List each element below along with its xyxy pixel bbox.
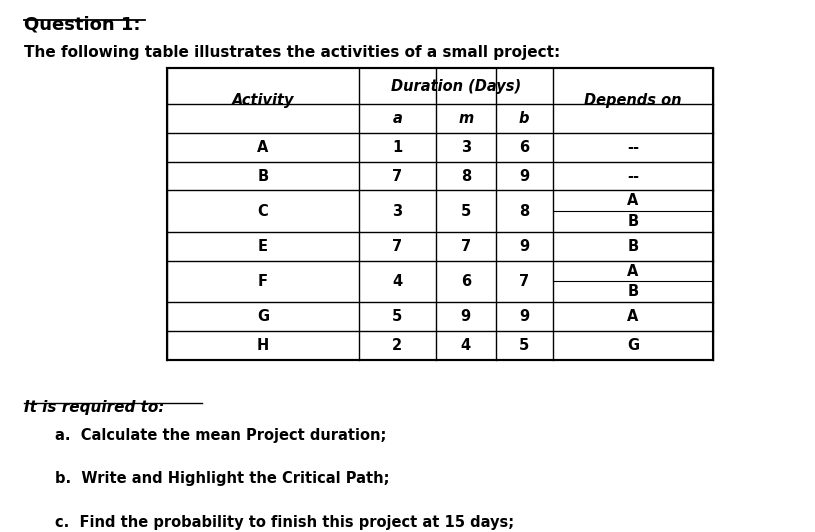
Text: 4: 4: [460, 338, 471, 353]
Text: b: b: [519, 111, 529, 126]
Text: H: H: [257, 338, 269, 353]
Text: 2: 2: [392, 338, 403, 353]
Text: G: G: [627, 338, 639, 353]
Text: B: B: [258, 169, 268, 184]
Text: Duration (Days): Duration (Days): [390, 79, 521, 94]
Text: G: G: [257, 309, 269, 324]
Text: 7: 7: [460, 239, 471, 254]
Text: a: a: [392, 111, 403, 126]
Text: 5: 5: [519, 338, 529, 353]
Text: Depends on: Depends on: [584, 93, 681, 108]
Text: m: m: [458, 111, 474, 126]
Text: c.  Find the probability to finish this project at 15 days;: c. Find the probability to finish this p…: [55, 515, 514, 530]
Text: 7: 7: [392, 169, 403, 184]
Text: 9: 9: [519, 169, 529, 184]
Text: 5: 5: [460, 204, 471, 219]
Text: a.  Calculate the mean Project duration;: a. Calculate the mean Project duration;: [55, 428, 387, 443]
Text: 6: 6: [460, 274, 471, 289]
Text: B: B: [628, 214, 638, 229]
Text: 7: 7: [392, 239, 403, 254]
Text: 3: 3: [392, 204, 403, 219]
Text: A: A: [628, 263, 638, 279]
Text: 6: 6: [519, 140, 529, 155]
Text: F: F: [258, 274, 268, 289]
Text: 9: 9: [519, 309, 529, 324]
Text: 9: 9: [460, 309, 471, 324]
Text: Activity: Activity: [231, 93, 294, 108]
Text: E: E: [258, 239, 268, 254]
Text: The following table illustrates the activities of a small project:: The following table illustrates the acti…: [24, 45, 561, 60]
Text: A: A: [628, 309, 638, 324]
Text: It is required to:: It is required to:: [24, 400, 165, 415]
Text: Question 1:: Question 1:: [24, 16, 141, 34]
Text: --: --: [627, 169, 639, 184]
Text: 4: 4: [392, 274, 403, 289]
Text: b.  Write and Highlight the Critical Path;: b. Write and Highlight the Critical Path…: [55, 471, 390, 486]
Text: 7: 7: [519, 274, 529, 289]
Text: 3: 3: [460, 140, 471, 155]
Text: 8: 8: [460, 169, 471, 184]
Text: --: --: [627, 140, 639, 155]
Text: 5: 5: [392, 309, 403, 324]
Text: 1: 1: [392, 140, 403, 155]
Text: C: C: [258, 204, 268, 219]
Text: A: A: [628, 193, 638, 209]
Text: 8: 8: [519, 204, 529, 219]
Text: A: A: [258, 140, 268, 155]
Text: 9: 9: [519, 239, 529, 254]
Text: B: B: [628, 239, 638, 254]
Bar: [167, 68, 713, 360]
Text: B: B: [628, 284, 638, 300]
